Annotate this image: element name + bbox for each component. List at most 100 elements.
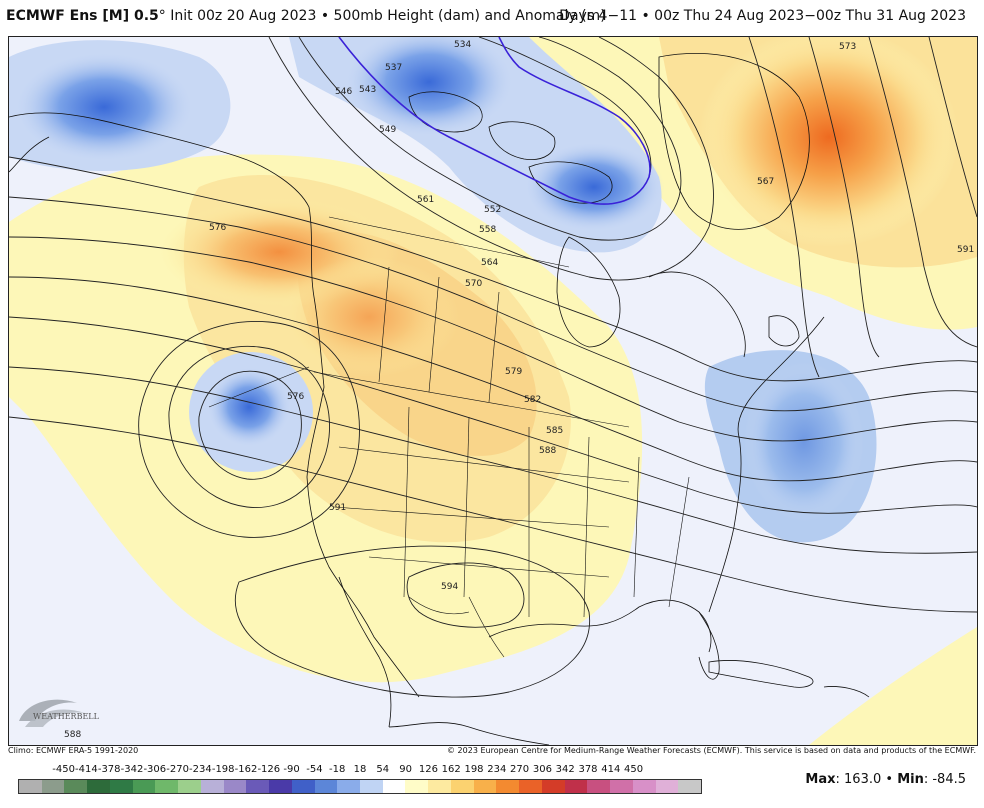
colorbar-swatch bbox=[610, 780, 633, 793]
contour-label: 588 bbox=[539, 446, 556, 456]
colorbar-swatch bbox=[291, 780, 315, 793]
colorbar-swatch bbox=[519, 780, 542, 793]
colorbar-swatch bbox=[428, 780, 451, 793]
colorbar-tick-label: 162 bbox=[441, 764, 461, 775]
colorbar-tick-label: -234 bbox=[189, 764, 212, 775]
colorbar-tick-label: -450 bbox=[52, 764, 75, 775]
colorbar-swatch bbox=[496, 780, 520, 793]
field-name: 500mb Height (dam) and Anomaly (m) bbox=[333, 8, 606, 24]
colorbar-swatch bbox=[587, 780, 611, 793]
contour-label: 543 bbox=[359, 85, 376, 95]
colorbar-swatch bbox=[632, 780, 656, 793]
colorbar-swatch bbox=[41, 780, 65, 793]
colorbar-swatch bbox=[678, 780, 702, 793]
colorbar-tick-label: -198 bbox=[211, 764, 235, 775]
contour-label: 588 bbox=[64, 730, 81, 740]
colorbar-swatch bbox=[223, 780, 247, 793]
contour-label: 591 bbox=[957, 245, 974, 255]
contour-label: 585 bbox=[546, 426, 563, 436]
colorbar-tick-label: 54 bbox=[376, 764, 390, 775]
chart-title: ECMWF Ens [M] 0.5° Init 00z 20 Aug 2023 … bbox=[6, 8, 606, 24]
contour-label: 549 bbox=[379, 125, 396, 135]
colorbar-tick-label: -414 bbox=[75, 764, 98, 775]
colorbar-swatch bbox=[109, 780, 133, 793]
colorbar-tick-label: -162 bbox=[234, 764, 258, 775]
colorbar-tick-label: 342 bbox=[555, 764, 575, 775]
init-time: Init 00z 20 Aug 2023 bbox=[170, 8, 317, 24]
colorbar-swatch bbox=[450, 780, 474, 793]
colorbar-swatch bbox=[655, 780, 679, 793]
contour-label: 534 bbox=[454, 40, 471, 50]
contour-label: 546 bbox=[335, 87, 352, 97]
climo-note: Climo: ECMWF ERA-5 1991-2020 bbox=[8, 746, 139, 755]
colorbar-tick-label: -342 bbox=[120, 764, 144, 775]
colorbar-tick-label: 198 bbox=[464, 764, 484, 775]
colorbar-swatch bbox=[473, 780, 497, 793]
contour-label: 537 bbox=[385, 63, 402, 73]
colorbar-swatch bbox=[541, 780, 565, 793]
map-panel: 534 537 543 546 549 552 558 561 564 567 … bbox=[8, 36, 978, 746]
colorbar-swatch bbox=[200, 780, 224, 793]
contour-label: 573 bbox=[839, 42, 856, 52]
contour-label: 558 bbox=[479, 225, 496, 235]
contour-label: 567 bbox=[757, 177, 774, 187]
colorbar-swatch bbox=[64, 780, 88, 793]
contour-label: 552 bbox=[484, 205, 501, 215]
colorbar-swatch bbox=[155, 780, 179, 793]
colorbar-tick-label: -126 bbox=[257, 764, 281, 775]
min-value: -84.5 bbox=[932, 772, 966, 787]
colorbar-tick-label: 450 bbox=[624, 764, 644, 775]
min-label: Min bbox=[897, 772, 924, 787]
colorbar-tick-label: -54 bbox=[306, 764, 323, 775]
colorbar-tick-label: 378 bbox=[578, 764, 598, 775]
colorbar: -450 -414 -378 -342 -306 -270 -234 -198 -162 -126… bbox=[18, 764, 702, 796]
logo-text: WEATHERBELL bbox=[33, 712, 100, 721]
contour-label: 576 bbox=[209, 223, 226, 233]
contour-label: 591 bbox=[329, 503, 346, 513]
colorbar-tick-label: -378 bbox=[97, 764, 121, 775]
colorbar-tick-label: -90 bbox=[283, 764, 300, 775]
weatherbell-logo-icon: WEATHERBELL bbox=[15, 693, 105, 737]
colorbar-swatch bbox=[360, 780, 383, 793]
colorbar-tick-label: 270 bbox=[510, 764, 530, 775]
colorbar-tick-label: -306 bbox=[143, 764, 167, 775]
contour-label: 576 bbox=[287, 392, 304, 402]
colorbar-tick-label: 414 bbox=[601, 764, 621, 775]
colorbar-tick-label: 234 bbox=[487, 764, 507, 775]
header: ECMWF Ens [M] 0.5° Init 00z 20 Aug 2023 … bbox=[0, 0, 984, 36]
colorbar-swatch bbox=[382, 780, 406, 793]
colorbar-tick-label: -270 bbox=[166, 764, 189, 775]
valid-period: Days 4−11 • 00z Thu 24 Aug 2023−00z Thu … bbox=[559, 8, 966, 24]
colorbar-tick-label: 306 bbox=[532, 764, 552, 775]
contour-label: 561 bbox=[417, 195, 434, 205]
colorbar-tick-label: -18 bbox=[329, 764, 346, 775]
max-min-readout: Max: 163.0 • Min: -84.5 bbox=[805, 772, 966, 787]
max-label: Max bbox=[805, 772, 836, 787]
contour-label: 594 bbox=[441, 582, 458, 592]
colorbar-swatch bbox=[87, 780, 110, 793]
colorbar-tick-label: 90 bbox=[399, 764, 412, 775]
contour-label: 579 bbox=[505, 367, 522, 377]
colorbar-swatch bbox=[178, 780, 201, 793]
copyright-note: © 2023 European Centre for Medium-Range … bbox=[447, 746, 976, 755]
colorbar-labels: -450 -414 -378 -342 -306 -270 -234 -198 -162 -126… bbox=[18, 764, 702, 778]
colorbar-tick-label: 18 bbox=[353, 764, 367, 775]
contour-label: 564 bbox=[481, 258, 498, 268]
colorbar-swatch bbox=[337, 780, 361, 793]
contour-label: 570 bbox=[465, 279, 482, 289]
colorbar-swatch bbox=[405, 780, 429, 793]
credits-bar: Climo: ECMWF ERA-5 1991-2020 © 2023 Euro… bbox=[8, 746, 976, 758]
colorbar-swatch bbox=[246, 780, 270, 793]
bullet-separator: • bbox=[320, 8, 330, 24]
colorbar-tick-label: 126 bbox=[418, 764, 438, 775]
colorbar-swatches bbox=[18, 779, 702, 794]
colorbar-swatch bbox=[19, 780, 42, 793]
colorbar-swatch bbox=[269, 780, 292, 793]
max-value: 163.0 bbox=[844, 772, 882, 787]
model-name: ECMWF Ens [M] 0.5 bbox=[6, 8, 159, 24]
north-america-map-icon: 534 537 543 546 549 552 558 561 564 567 … bbox=[9, 37, 977, 745]
colorbar-swatch bbox=[132, 780, 156, 793]
degree-symbol: ° bbox=[158, 8, 166, 24]
colorbar-swatch bbox=[564, 780, 588, 793]
colorbar-swatch bbox=[314, 780, 338, 793]
